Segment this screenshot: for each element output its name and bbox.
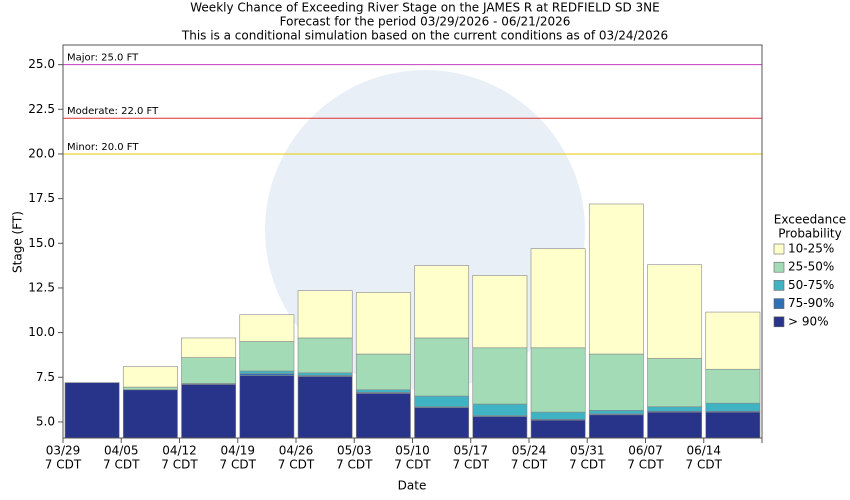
y-tick-label: 22.5 xyxy=(28,102,55,116)
bar-segment xyxy=(122,366,178,388)
x-tick-label: 7 CDT xyxy=(103,458,140,472)
legend-swatch xyxy=(773,243,785,255)
x-tick-label: 7 CDT xyxy=(161,458,198,472)
bar-segment xyxy=(239,341,295,372)
x-tick-label: 7 CDT xyxy=(394,458,431,472)
x-tick-label: 03/29 xyxy=(46,444,81,458)
y-tick-label: 15.0 xyxy=(28,236,55,250)
x-tick-label: 7 CDT xyxy=(45,458,82,472)
y-tick-label: 12.5 xyxy=(28,280,55,294)
legend-swatch xyxy=(773,298,785,309)
bar-segment xyxy=(705,402,761,412)
y-tick-label: 20.0 xyxy=(28,146,55,160)
bar-segment xyxy=(472,416,528,439)
bar-segment xyxy=(705,311,761,370)
bar-segment xyxy=(297,372,353,376)
bar-segment xyxy=(588,203,644,355)
bar-segment xyxy=(472,347,528,405)
y-tick-label: 7.5 xyxy=(36,370,55,384)
bar-segment xyxy=(355,389,411,393)
bar-segment xyxy=(705,368,761,404)
bar-segment xyxy=(530,347,586,413)
x-tick-label: 05/03 xyxy=(337,444,372,458)
bar-segment xyxy=(588,414,644,439)
bar-segment xyxy=(297,376,353,439)
y-tick-label: 5.0 xyxy=(36,414,55,428)
x-tick-label: 04/19 xyxy=(220,444,255,458)
bar-segment xyxy=(588,353,644,411)
x-tick-label: 05/31 xyxy=(570,444,605,458)
bar-segment xyxy=(647,264,703,359)
x-tick-label: 06/07 xyxy=(628,444,663,458)
legend-title: Exceedance xyxy=(774,213,846,227)
x-tick-label: 7 CDT xyxy=(569,458,606,472)
x-tick-label: 7 CDT xyxy=(453,458,490,472)
x-tick-label: 06/14 xyxy=(686,444,721,458)
y-tick-label: 10.0 xyxy=(28,325,55,339)
flood-level-label: Minor: 20.0 FT xyxy=(67,142,139,153)
x-tick-label: 7 CDT xyxy=(220,458,257,472)
bar-segment xyxy=(414,337,470,397)
bar-segment xyxy=(530,248,586,349)
x-axis-label: Date xyxy=(398,479,427,493)
bar-segment xyxy=(705,411,761,439)
legend-label: 75-90% xyxy=(788,296,834,310)
bar-segment xyxy=(472,275,528,349)
y-tick-label: 17.5 xyxy=(28,191,55,205)
bar-segment xyxy=(647,358,703,408)
legend-swatch xyxy=(773,280,785,291)
bar-segment xyxy=(530,411,586,420)
x-tick-label: 05/24 xyxy=(512,444,547,458)
bar-segment xyxy=(530,419,586,439)
legend-label: 10-25% xyxy=(788,242,834,256)
x-tick-label: 7 CDT xyxy=(627,458,664,472)
bar-segment xyxy=(181,357,237,384)
x-tick-label: 7 CDT xyxy=(686,458,723,472)
flood-level-label: Moderate: 22.0 FT xyxy=(67,106,159,117)
bar-segment xyxy=(122,386,178,391)
bar-segment xyxy=(239,370,295,374)
x-tick-label: 7 CDT xyxy=(336,458,373,472)
y-tick-label: 25.0 xyxy=(28,57,55,71)
bar-segment xyxy=(414,407,470,439)
bar-segment xyxy=(355,292,411,355)
x-tick-label: 7 CDT xyxy=(278,458,315,472)
bar-segment xyxy=(181,384,237,439)
bar-segment xyxy=(297,337,353,374)
x-tick-label: 04/26 xyxy=(279,444,314,458)
flood-level-label: Major: 25.0 FT xyxy=(67,53,139,64)
x-tick-label: 05/10 xyxy=(395,444,430,458)
chart-subtitle: This is a conditional simulation based o… xyxy=(181,29,668,43)
bar-segment xyxy=(414,395,470,408)
chart-title: Weekly Chance of Exceeding River Stage o… xyxy=(190,1,659,15)
bar-segment xyxy=(355,393,411,439)
legend-title: Probability xyxy=(778,227,841,241)
bar-segment xyxy=(181,337,237,358)
x-tick-label: 04/05 xyxy=(104,444,139,458)
bar-segment xyxy=(588,410,644,415)
bar-segment xyxy=(414,265,470,339)
legend-swatch xyxy=(773,316,785,328)
legend-swatch xyxy=(773,261,785,273)
bar-segment xyxy=(647,406,703,412)
legend-label: 25-50% xyxy=(788,260,834,274)
bar-segment xyxy=(355,353,411,391)
legend-label: 50-75% xyxy=(788,278,834,292)
x-tick-label: 05/17 xyxy=(453,444,488,458)
bar-segment xyxy=(239,375,295,439)
bar-segment xyxy=(122,389,178,439)
bar-segment xyxy=(472,403,528,416)
x-tick-label: 7 CDT xyxy=(511,458,548,472)
bar-segment xyxy=(647,411,703,439)
bar-segment xyxy=(297,290,353,339)
bar-segment xyxy=(64,382,120,439)
bar-segment xyxy=(239,314,295,342)
y-axis-label: Stage (FT) xyxy=(11,211,25,273)
chart-subtitle: Forecast for the period 03/29/2026 - 06/… xyxy=(280,15,571,29)
legend-label: > 90% xyxy=(788,314,829,328)
x-tick-label: 04/12 xyxy=(162,444,197,458)
